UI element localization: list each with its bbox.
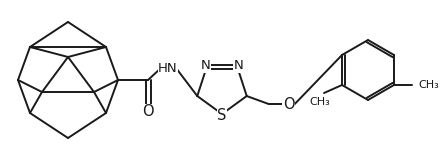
Text: N: N	[233, 60, 243, 72]
Text: O: O	[142, 104, 154, 120]
Text: S: S	[217, 108, 227, 123]
Text: N: N	[201, 60, 211, 72]
Text: CH₃: CH₃	[418, 80, 439, 90]
Text: O: O	[283, 96, 294, 112]
Text: CH₃: CH₃	[310, 97, 330, 107]
Text: HN: HN	[158, 61, 178, 75]
